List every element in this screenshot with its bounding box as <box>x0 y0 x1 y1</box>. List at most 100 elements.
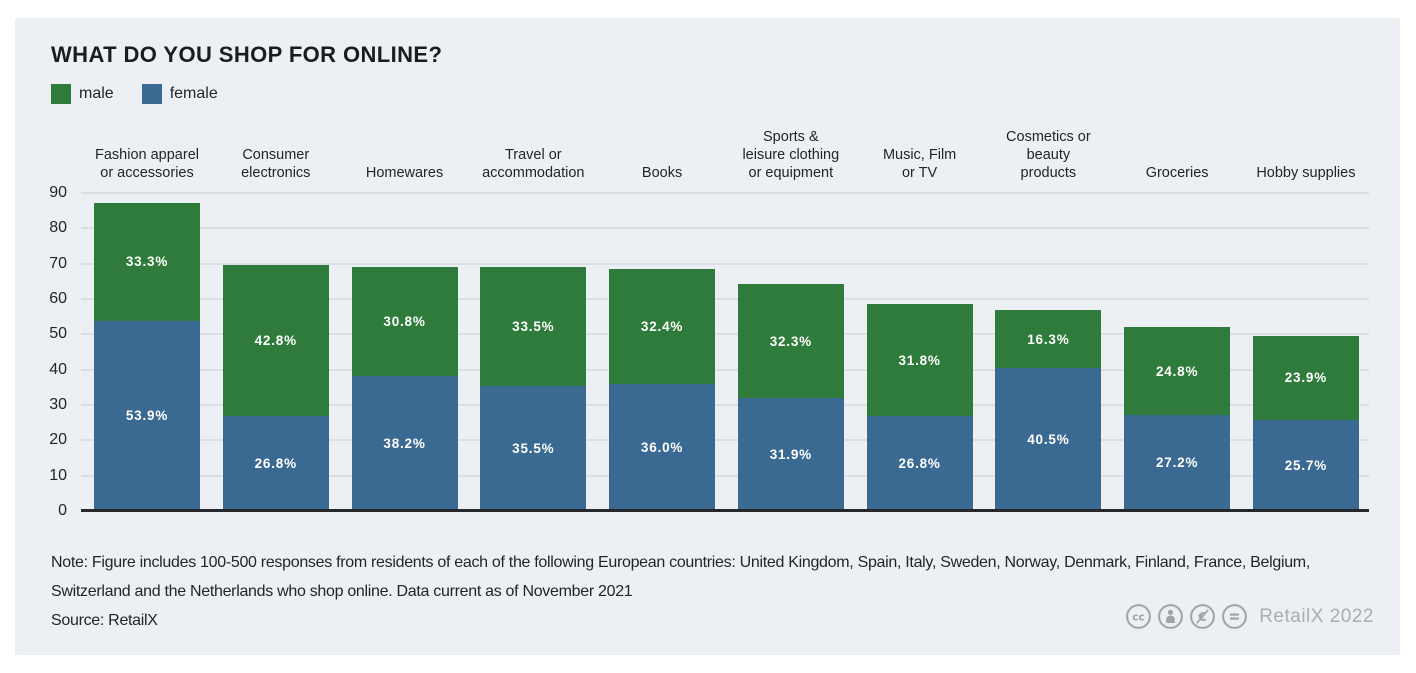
y-tick-label: 20 <box>49 431 67 449</box>
category-label: Cosmetics or beauty products <box>1006 129 1091 182</box>
bar-column: Sports & leisure clothing or equipment 32… <box>737 129 844 511</box>
bar-stack: 42.8% 26.8% <box>222 265 329 511</box>
gridline <box>81 439 1369 442</box>
segment-male: 33.5% <box>480 267 587 386</box>
segment-male: 42.8% <box>222 265 329 417</box>
bar-column: Hobby supplies 23.9% 25.7% <box>1252 165 1359 511</box>
y-tick-label: 70 <box>49 254 67 272</box>
bar-stack: 33.5% 35.5% <box>480 267 587 511</box>
category-label: Fashion apparel or accessories <box>95 147 199 182</box>
chart-title: WHAT DO YOU SHOP FOR ONLINE? <box>51 42 443 67</box>
infographic-card: WHAT DO YOU SHOP FOR ONLINE? male female … <box>15 18 1400 655</box>
category-label: Homewares <box>365 165 444 182</box>
note-block: Note: Figure includes 100-500 responses … <box>51 548 1363 635</box>
segment-value-label: 33.3% <box>125 254 169 270</box>
category-label: Travel or accommodation <box>482 147 585 182</box>
segment-value-label: 33.5% <box>512 318 555 334</box>
y-tick-label: 40 <box>49 360 67 378</box>
segment-male: 32.3% <box>737 284 844 399</box>
bar-stack: 30.8% 38.2% <box>351 267 458 511</box>
y-tick-label: 30 <box>49 396 67 413</box>
bars-row: Fashion apparel or accessories 33.3% 53.9%… <box>94 129 1359 511</box>
legend-item-male: male <box>51 84 114 104</box>
gridline <box>81 227 1369 230</box>
gridline <box>81 262 1369 265</box>
gridline <box>81 192 1369 194</box>
segment-value-label: 27.2% <box>1155 455 1199 471</box>
chart-plot-area: 90 80 70 60 50 40 30 20 10 0 Fashion apparel or a… <box>49 129 1369 519</box>
segment-value-label: 32.4% <box>640 319 684 335</box>
category-label: Hobby supplies <box>1256 165 1356 182</box>
legend-label: female <box>169 85 218 102</box>
segment-value-label: 31.8% <box>898 352 941 368</box>
category-label: Consumer electronics <box>241 147 311 182</box>
category-label: Sports & leisure clothing or equipment <box>742 129 840 182</box>
bar-stack: 32.4% 36.0% <box>609 269 716 511</box>
bar-stack: 31.8% 26.8% <box>866 303 973 511</box>
legend-item-female: female <box>141 84 218 104</box>
category-label: Music, Film or TV <box>882 147 957 182</box>
attribution-person-icon <box>1158 604 1184 629</box>
footer-credit-row: cc € RetailX 2022 <box>1125 603 1374 630</box>
category-label: Groceries <box>1145 165 1209 182</box>
segment-value-label: 35.5% <box>512 440 555 456</box>
bar-column: Cosmetics or beauty products 16.3% 40.5% <box>995 129 1102 511</box>
gridline <box>81 333 1369 336</box>
bar-column: Groceries 24.8% 27.2% <box>1124 165 1231 511</box>
y-tick-label: 60 <box>49 290 67 307</box>
gridline <box>81 368 1369 371</box>
bar-stack: 16.3% 40.5% <box>995 310 1102 511</box>
segment-male: 16.3% <box>995 310 1102 368</box>
bar-column: Music, Film or TV 31.8% 26.8% <box>866 147 973 511</box>
note-text: Note: Figure includes 100-500 responses … <box>51 554 1310 600</box>
segment-male: 31.8% <box>866 303 973 417</box>
segment-female: 26.8% <box>866 416 973 511</box>
bar-stack: 23.9% 25.7% <box>1252 335 1359 511</box>
segment-female: 36.0% <box>609 383 716 511</box>
legend-swatch-male <box>51 84 71 104</box>
segment-value-label: 23.9% <box>1284 370 1328 386</box>
segment-value-label: 16.3% <box>1027 331 1070 347</box>
segment-male: 33.3% <box>94 202 200 321</box>
gridline <box>81 404 1369 406</box>
bar-column: Homewares 30.8% 38.2% <box>351 165 458 511</box>
segment-male: 30.8% <box>351 267 458 377</box>
segment-male: 32.4% <box>609 269 716 384</box>
segment-value-label: 36.0% <box>640 439 684 455</box>
y-tick-label: 50 <box>49 325 67 343</box>
segment-value-label: 53.9% <box>125 408 169 424</box>
segment-female: 27.2% <box>1124 414 1231 511</box>
bar-column: Consumer electronics 42.8% 26.8% <box>222 147 329 511</box>
segment-female: 40.5% <box>995 367 1102 511</box>
segment-value-label: 25.7% <box>1284 458 1328 474</box>
segment-female: 35.5% <box>480 385 587 511</box>
legend-swatch-female <box>141 84 162 104</box>
segment-value-label: 26.8% <box>254 456 297 472</box>
segment-value-label: 24.8% <box>1155 363 1199 379</box>
segment-male: 23.9% <box>1252 335 1359 421</box>
y-tick-label: 0 <box>58 502 67 519</box>
segment-value-label: 40.5% <box>1027 431 1070 447</box>
x-axis-line <box>81 509 1369 512</box>
segment-female: 53.9% <box>94 320 200 511</box>
segment-value-label: 26.8% <box>898 456 941 472</box>
bar-column: Travel or accommodation 33.5% 35.5% <box>480 147 587 511</box>
legend: male female <box>51 84 246 104</box>
credit-text: RetailX 2022 <box>1259 605 1374 627</box>
non-commercial-euro-icon: € <box>1190 604 1216 629</box>
segment-value-label: 31.9% <box>769 447 812 463</box>
no-derivatives-equals-icon <box>1222 604 1248 629</box>
segment-male: 24.8% <box>1124 327 1231 415</box>
bar-stack: 33.3% 53.9% <box>94 202 200 511</box>
segment-female: 25.7% <box>1252 420 1359 511</box>
svg-text:cc: cc <box>1132 611 1144 623</box>
cc-icon: cc <box>1126 604 1152 629</box>
y-tick-label: 10 <box>49 466 67 484</box>
segment-value-label: 38.2% <box>383 436 426 452</box>
segment-female: 38.2% <box>351 376 458 511</box>
segment-value-label: 30.8% <box>383 314 426 330</box>
bar-stack: 32.3% 31.9% <box>737 284 844 511</box>
segment-value-label: 42.8% <box>254 333 297 349</box>
legend-label: male <box>79 85 114 102</box>
y-tick-label: 90 <box>49 184 67 201</box>
